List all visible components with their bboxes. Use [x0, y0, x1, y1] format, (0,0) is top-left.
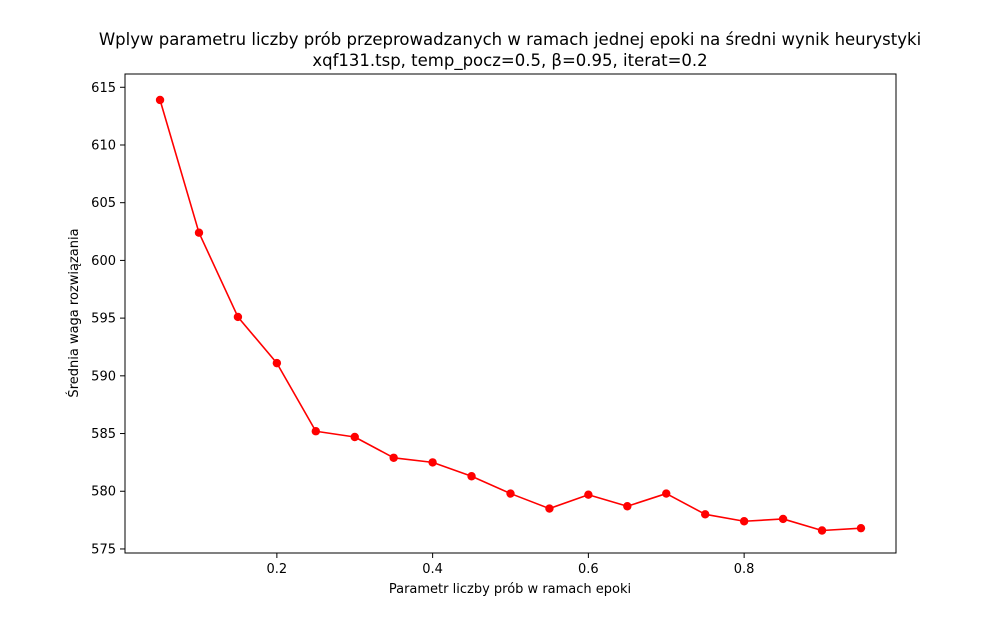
x-axis-label: Parametr liczby prób w ramach epoki [389, 582, 631, 597]
data-point [584, 490, 593, 499]
plot-frame [124, 73, 897, 554]
data-point [194, 228, 204, 237]
plot-area: 0.2 0.4 0.6 0.8 575 580 585 590 595 600 605 610 615 [91, 73, 897, 577]
y-tick-label: 595 [91, 312, 116, 327]
y-tick-label: 600 [91, 254, 116, 269]
y-axis-label: Średnia waga rozwiązania [66, 228, 82, 397]
x-tick-label: 0.6 [578, 562, 599, 577]
chart-title: Wplyw parametru liczby prób przeprowadza… [99, 30, 921, 49]
data-point [739, 517, 749, 526]
data-point [311, 427, 321, 436]
data-point [623, 502, 632, 511]
x-tick-label: 0.8 [734, 562, 755, 577]
y-tick-label: 575 [91, 542, 116, 557]
y-tick-label: 580 [91, 485, 116, 500]
data-point [467, 472, 476, 481]
data-point [506, 489, 515, 498]
data-point [817, 526, 827, 535]
data-point [662, 489, 671, 498]
x-tick-label: 0.2 [267, 562, 288, 577]
data-point [155, 95, 165, 105]
data-point [778, 514, 788, 524]
data-point [545, 504, 554, 513]
series-line [159, 99, 861, 532]
y-tick-label: 615 [91, 81, 116, 96]
data-point [389, 453, 398, 462]
y-tick-label: 605 [91, 196, 116, 211]
data-point [233, 312, 243, 322]
x-tick-label: 0.4 [422, 562, 443, 577]
y-tick-label: 610 [91, 138, 116, 153]
data-point [350, 432, 359, 442]
y-tick-label: 585 [91, 427, 116, 442]
data-point [272, 358, 282, 368]
data-point [428, 458, 437, 467]
y-tick-label: 590 [91, 369, 116, 384]
chart-subtitle: xqf131.tsp, temp_pocz=0.5, β=0.95, itera… [312, 51, 707, 71]
data-point [856, 523, 866, 533]
data-point [700, 510, 710, 519]
